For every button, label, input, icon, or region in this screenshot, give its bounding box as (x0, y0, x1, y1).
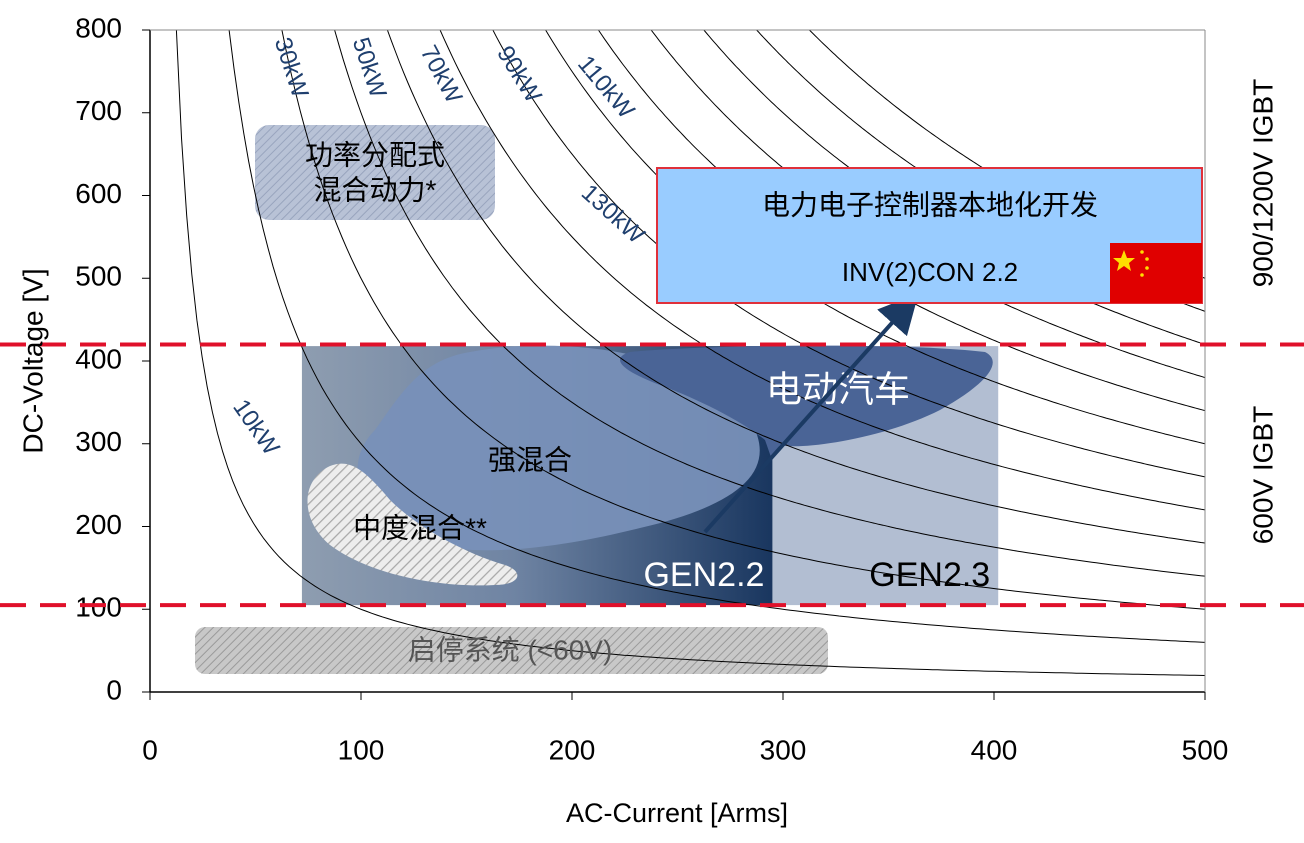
power-curve (175, 30, 1205, 676)
flag (1110, 243, 1202, 303)
callout-subtitle: INV(2)CON 2.2 (842, 257, 1018, 287)
y-tick-label: 600 (75, 178, 122, 209)
power-curve (281, 30, 1205, 610)
y-tick-label: 300 (75, 426, 122, 457)
y-tick-label: 700 (75, 95, 122, 126)
x-tick-label: 200 (549, 734, 596, 765)
annotation: 强混合 (488, 444, 572, 475)
callout-title: 电力电子控制器本地化开发 (762, 189, 1098, 220)
curve-label: 130kW (576, 179, 650, 249)
curve-label: 110kW (572, 51, 640, 124)
y-tick-label: 400 (75, 343, 122, 374)
y-tick-label: 200 (75, 509, 122, 540)
curve-label: 90kW (491, 41, 547, 108)
power-curve (492, 30, 1205, 478)
side-label: 600V IGBT (1247, 406, 1278, 545)
x-axis-title: AC-Current [Arms] (566, 798, 788, 828)
curve-label: 30kW (269, 34, 314, 101)
power-curve (334, 30, 1205, 577)
y-tick-label: 500 (75, 261, 122, 292)
mild-hybrid-area (307, 463, 518, 586)
power-curve (439, 30, 1205, 511)
power-curve (545, 30, 1205, 445)
curve-label: 70kW (415, 41, 468, 108)
y-tick-label: 0 (106, 674, 122, 705)
power-curve (228, 30, 1205, 643)
annotation: 中度混合** (353, 512, 487, 543)
x-tick-label: 0 (142, 734, 158, 765)
x-tick-label: 100 (338, 734, 385, 765)
start-stop-box (195, 627, 828, 674)
axes: 0 100 200 300 400 500 0 100 200 300 400 500 600 700 80… (75, 12, 1228, 765)
x-tick-label: 400 (971, 734, 1018, 765)
y-tick-label: 100 (75, 592, 122, 623)
y-tick-label: 800 (75, 12, 122, 43)
annotation: 功率分配式 (305, 139, 445, 170)
region-label: GEN2.3 (869, 556, 990, 594)
annotation: 启停系统 (<60V) (408, 634, 613, 665)
reference-lines (0, 342, 1304, 608)
x-tick-label: 500 (1182, 734, 1229, 765)
power-curve (386, 30, 1205, 544)
strong-hybrid-area (357, 345, 760, 551)
ev-area (620, 345, 993, 460)
annotation: 电动汽车 (766, 369, 910, 410)
x-tick-label: 300 (760, 734, 807, 765)
side-label: 900/1200V IGBT (1247, 79, 1278, 288)
region-label: GEN2.2 (643, 556, 764, 594)
hybrid-split-box (255, 125, 495, 220)
y-axis-title: DC-Voltage [V] (17, 268, 48, 453)
curve-label: 10kW (227, 394, 285, 460)
annotation: 混合动力* (314, 174, 437, 205)
arrow (703, 293, 919, 534)
